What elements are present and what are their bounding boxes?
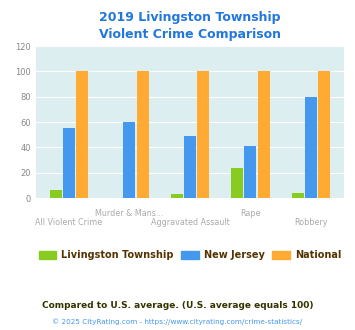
Legend: Livingston Township, New Jersey, National: Livingston Township, New Jersey, Nationa… [35,246,345,264]
Title: 2019 Livingston Township
Violent Crime Comparison: 2019 Livingston Township Violent Crime C… [99,11,281,41]
Text: Robbery: Robbery [294,218,328,227]
Bar [305,97,317,198]
Text: Compared to U.S. average. (U.S. average equals 100): Compared to U.S. average. (U.S. average … [42,301,313,310]
Bar [231,168,243,198]
Bar [244,146,256,198]
Bar [184,136,196,198]
Bar [291,193,304,198]
Bar [197,72,209,198]
Bar [76,72,88,198]
Bar [318,72,330,198]
Text: Aggravated Assault: Aggravated Assault [151,218,229,227]
Bar [258,72,270,198]
Bar [137,72,149,198]
Text: © 2025 CityRating.com - https://www.cityrating.com/crime-statistics/: © 2025 CityRating.com - https://www.city… [53,318,302,325]
Bar [50,190,62,198]
Text: Rape: Rape [240,210,261,218]
Bar [63,128,75,198]
Text: Murder & Mans...: Murder & Mans... [95,210,164,218]
Bar [124,122,136,198]
Bar [170,194,183,198]
Text: All Violent Crime: All Violent Crime [35,218,103,227]
